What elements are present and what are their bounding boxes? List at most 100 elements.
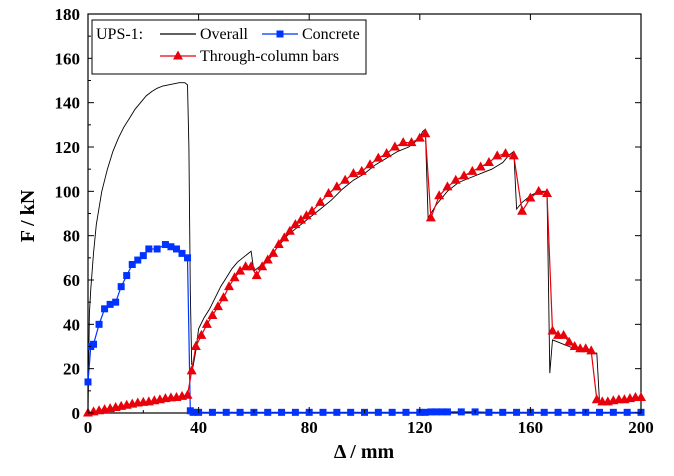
data-point-concrete	[609, 408, 617, 416]
data-point-through-column-bars	[218, 292, 229, 302]
data-point-concrete	[90, 340, 98, 348]
data-point-through-column-bars	[398, 137, 409, 147]
data-point-through-column-bars	[434, 190, 445, 200]
data-point-concrete	[421, 408, 429, 416]
data-point-concrete	[95, 320, 103, 328]
data-point-through-column-bars	[406, 137, 417, 147]
data-point-through-column-bars	[569, 341, 580, 350]
data-point-concrete	[101, 305, 109, 313]
data-point-through-column-bars	[186, 365, 197, 375]
data-point-concrete	[347, 408, 355, 416]
legend: UPS-1: Overall Concrete Through-column bar…	[91, 19, 367, 75]
data-point-through-column-bars	[182, 389, 193, 399]
ticks-layer: 0 40 80 120 160 200 0 20 40 60 80 100 120 140 160 180	[55, 5, 654, 437]
data-point-through-column-bars	[373, 152, 384, 162]
data-point-through-column-bars	[340, 174, 351, 184]
x-tick-label: 120	[407, 418, 433, 437]
data-point-through-column-bars	[442, 181, 453, 191]
data-point-concrete	[485, 408, 493, 416]
data-point-through-column-bars	[492, 150, 503, 160]
data-point-through-column-bars	[414, 132, 425, 142]
data-point-concrete	[427, 408, 435, 416]
data-point-through-column-bars	[467, 165, 478, 175]
legend-label-overall: Overall	[200, 26, 249, 43]
series-line-concrete	[87, 243, 641, 413]
data-point-concrete	[128, 260, 136, 268]
y-tick-label: 140	[55, 94, 81, 113]
data-point-through-column-bars	[323, 188, 334, 198]
data-point-concrete	[106, 300, 114, 308]
x-tick-label: 200	[628, 418, 654, 437]
data-point-through-column-bars	[246, 261, 257, 271]
legend-marker-concrete	[276, 30, 284, 38]
legend-label-concrete: Concrete	[302, 26, 360, 43]
data-point-through-column-bars	[483, 157, 494, 167]
data-point-through-column-bars	[251, 270, 262, 280]
y-tick-label: 60	[63, 271, 80, 290]
data-point-through-column-bars	[229, 272, 240, 282]
data-point-through-column-bars	[420, 128, 431, 138]
data-point-concrete	[139, 252, 147, 260]
y-tick-label: 0	[72, 404, 81, 423]
data-point-concrete	[388, 408, 396, 416]
data-point-concrete	[123, 272, 131, 280]
series-concrete	[84, 241, 645, 416]
data-point-through-column-bars	[295, 214, 306, 224]
data-point-through-column-bars	[268, 247, 279, 257]
data-point-concrete	[153, 245, 161, 253]
data-point-through-column-bars	[381, 148, 392, 158]
data-point-through-column-bars	[201, 318, 212, 328]
data-point-concrete	[333, 408, 341, 416]
data-point-concrete	[374, 408, 382, 416]
data-point-concrete	[117, 283, 125, 291]
data-point-concrete	[161, 241, 169, 249]
data-point-through-column-bars	[425, 212, 436, 222]
data-point-concrete	[167, 243, 175, 251]
data-point-concrete	[499, 408, 507, 416]
data-point-through-column-bars	[541, 188, 552, 198]
x-tick-label: 80	[301, 418, 318, 437]
data-point-through-column-bars	[207, 309, 218, 319]
data-point-through-column-bars	[459, 170, 470, 180]
legend-title: UPS-1:	[96, 26, 143, 43]
data-point-through-column-bars	[547, 325, 558, 335]
data-point-through-column-bars	[586, 345, 597, 355]
data-point-concrete	[457, 408, 465, 416]
data-point-through-column-bars	[273, 239, 284, 249]
data-point-through-column-bars	[580, 343, 591, 353]
data-point-concrete	[402, 408, 410, 416]
data-point-concrete	[540, 408, 548, 416]
legend-box	[91, 19, 367, 75]
y-tick-label: 120	[55, 138, 81, 157]
data-point-through-column-bars	[389, 141, 400, 151]
data-point-through-column-bars	[190, 341, 201, 350]
data-point-concrete	[172, 245, 180, 253]
data-point-concrete	[264, 408, 272, 416]
data-point-concrete	[432, 408, 440, 416]
series-line-through-column-bars	[87, 132, 641, 414]
y-tick-label: 80	[63, 227, 80, 246]
data-point-concrete	[189, 408, 197, 416]
y-axis-title: F / kN	[17, 189, 39, 242]
data-point-concrete	[178, 249, 186, 257]
data-point-through-column-bars	[564, 336, 575, 346]
data-point-through-column-bars	[525, 192, 536, 202]
data-point-concrete	[443, 408, 451, 416]
data-point-through-column-bars	[279, 232, 290, 242]
x-tick-label: 0	[84, 418, 93, 437]
data-point-concrete	[134, 256, 142, 264]
data-point-through-column-bars	[224, 281, 235, 291]
data-point-through-column-bars	[301, 210, 312, 220]
data-point-through-column-bars	[331, 181, 342, 191]
data-point-through-column-bars	[558, 329, 569, 339]
data-point-concrete	[513, 408, 521, 416]
data-point-through-column-bars	[365, 159, 376, 169]
x-tick-label: 40	[190, 418, 207, 437]
y-tick-label: 20	[63, 360, 80, 379]
data-point-concrete	[184, 254, 192, 262]
data-point-through-column-bars	[533, 185, 544, 195]
y-tick-label: 180	[55, 5, 81, 24]
data-point-through-column-bars	[348, 168, 359, 178]
data-point-through-column-bars	[636, 391, 646, 401]
